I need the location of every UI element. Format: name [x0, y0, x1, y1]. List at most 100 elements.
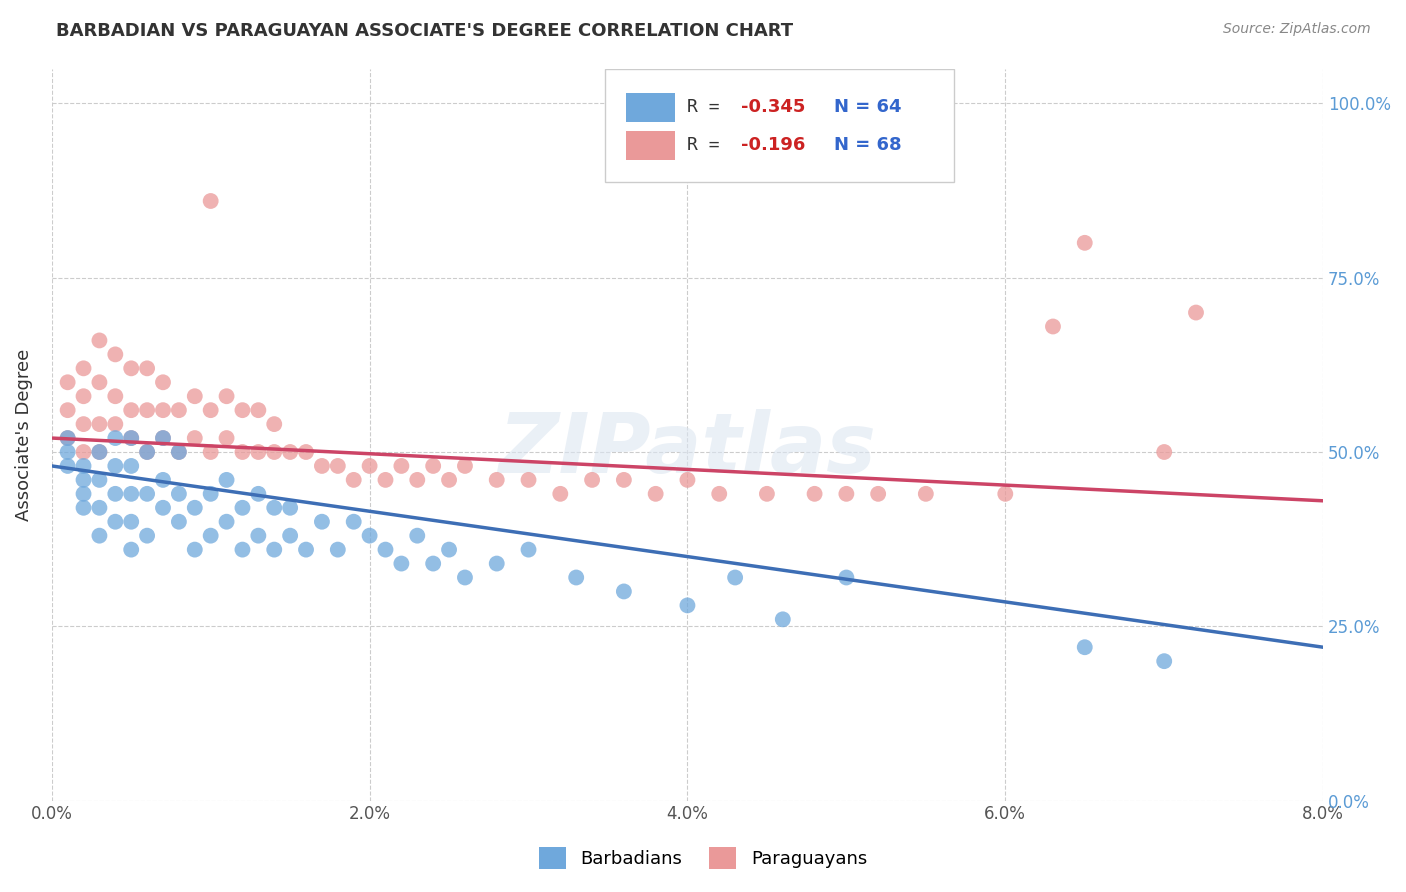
Point — [835, 570, 858, 584]
Point — [120, 403, 142, 417]
Point — [56, 458, 79, 473]
Point — [215, 473, 238, 487]
Point — [343, 473, 366, 487]
Point — [72, 487, 94, 501]
Text: N = 68: N = 68 — [834, 136, 901, 154]
Point — [263, 445, 285, 459]
Point — [167, 445, 190, 459]
Point — [167, 515, 190, 529]
Point — [167, 445, 190, 459]
Point — [724, 570, 747, 584]
Point — [120, 458, 142, 473]
FancyBboxPatch shape — [605, 69, 955, 182]
Point — [120, 487, 142, 501]
Point — [152, 500, 174, 515]
Text: Source: ZipAtlas.com: Source: ZipAtlas.com — [1223, 22, 1371, 37]
Point — [89, 334, 111, 348]
Point — [437, 542, 460, 557]
Point — [1153, 445, 1175, 459]
Point — [263, 417, 285, 431]
Point — [104, 458, 127, 473]
Point — [389, 557, 412, 571]
Point — [104, 389, 127, 403]
Point — [247, 403, 270, 417]
Point — [104, 417, 127, 431]
Point — [136, 361, 159, 376]
Point — [152, 473, 174, 487]
Point — [104, 347, 127, 361]
Point — [454, 458, 477, 473]
Point — [184, 542, 207, 557]
Point — [247, 445, 270, 459]
Y-axis label: Associate's Degree: Associate's Degree — [15, 349, 32, 521]
Point — [200, 529, 222, 543]
Point — [215, 515, 238, 529]
Point — [247, 529, 270, 543]
Point — [200, 445, 222, 459]
Point — [437, 473, 460, 487]
Point — [136, 529, 159, 543]
Point — [581, 473, 603, 487]
Point — [550, 487, 572, 501]
Point — [311, 515, 333, 529]
Point — [152, 431, 174, 445]
Point — [914, 487, 936, 501]
Point — [644, 487, 666, 501]
Point — [56, 376, 79, 390]
Point — [278, 500, 301, 515]
Point — [56, 431, 79, 445]
Point — [311, 458, 333, 473]
Point — [120, 361, 142, 376]
Point — [104, 487, 127, 501]
FancyBboxPatch shape — [627, 131, 675, 160]
Point — [72, 445, 94, 459]
Point — [167, 487, 190, 501]
Point — [152, 376, 174, 390]
Point — [803, 487, 825, 501]
Point — [1074, 235, 1097, 250]
Point — [359, 529, 381, 543]
Point — [231, 500, 253, 515]
Point — [835, 487, 858, 501]
Point — [278, 445, 301, 459]
Point — [136, 403, 159, 417]
Text: N = 64: N = 64 — [834, 98, 901, 116]
FancyBboxPatch shape — [627, 93, 675, 122]
Point — [56, 445, 79, 459]
Point — [200, 194, 222, 208]
Point — [72, 389, 94, 403]
Point — [120, 515, 142, 529]
Point — [343, 515, 366, 529]
Point — [565, 570, 588, 584]
Point — [231, 403, 253, 417]
Point — [215, 431, 238, 445]
Text: ZIPatlas: ZIPatlas — [499, 409, 876, 490]
Text: R =: R = — [688, 136, 731, 154]
Point — [613, 584, 636, 599]
Point — [422, 458, 444, 473]
Point — [72, 361, 94, 376]
Point — [422, 557, 444, 571]
Point — [184, 431, 207, 445]
Point — [89, 417, 111, 431]
Point — [56, 431, 79, 445]
Point — [89, 445, 111, 459]
Point — [485, 473, 508, 487]
Point — [89, 473, 111, 487]
Point — [72, 473, 94, 487]
Point — [1185, 305, 1208, 319]
Text: BARBADIAN VS PARAGUAYAN ASSOCIATE'S DEGREE CORRELATION CHART: BARBADIAN VS PARAGUAYAN ASSOCIATE'S DEGR… — [56, 22, 793, 40]
Point — [184, 389, 207, 403]
Text: R =: R = — [688, 98, 731, 116]
Point — [1042, 319, 1064, 334]
Point — [676, 599, 699, 613]
Point — [136, 487, 159, 501]
Point — [167, 403, 190, 417]
Point — [263, 500, 285, 515]
Point — [247, 487, 270, 501]
Point — [136, 445, 159, 459]
Point — [89, 529, 111, 543]
Point — [406, 529, 429, 543]
Point — [326, 458, 349, 473]
Text: -0.345: -0.345 — [741, 98, 806, 116]
